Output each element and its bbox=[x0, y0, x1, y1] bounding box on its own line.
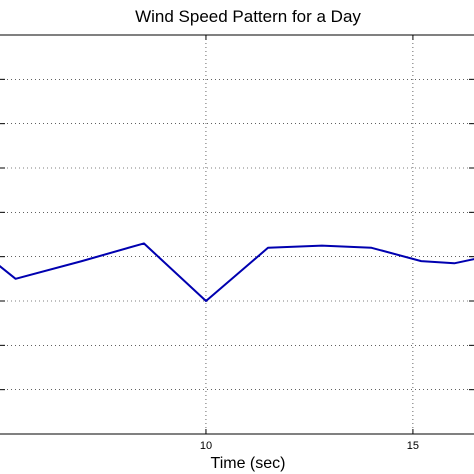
plot-area bbox=[0, 34, 474, 435]
tick-labels: 10 15 bbox=[200, 440, 419, 452]
series-line bbox=[0, 242, 474, 302]
chart-title: Wind Speed Pattern for a Day bbox=[135, 7, 361, 26]
series-layer bbox=[0, 242, 474, 302]
x-axis-label: Time (sec) bbox=[211, 455, 286, 472]
x-tick-label: 10 bbox=[200, 440, 212, 452]
axis-ticks bbox=[0, 35, 474, 434]
grid-lines bbox=[0, 35, 474, 434]
x-tick-label: 15 bbox=[407, 440, 419, 452]
